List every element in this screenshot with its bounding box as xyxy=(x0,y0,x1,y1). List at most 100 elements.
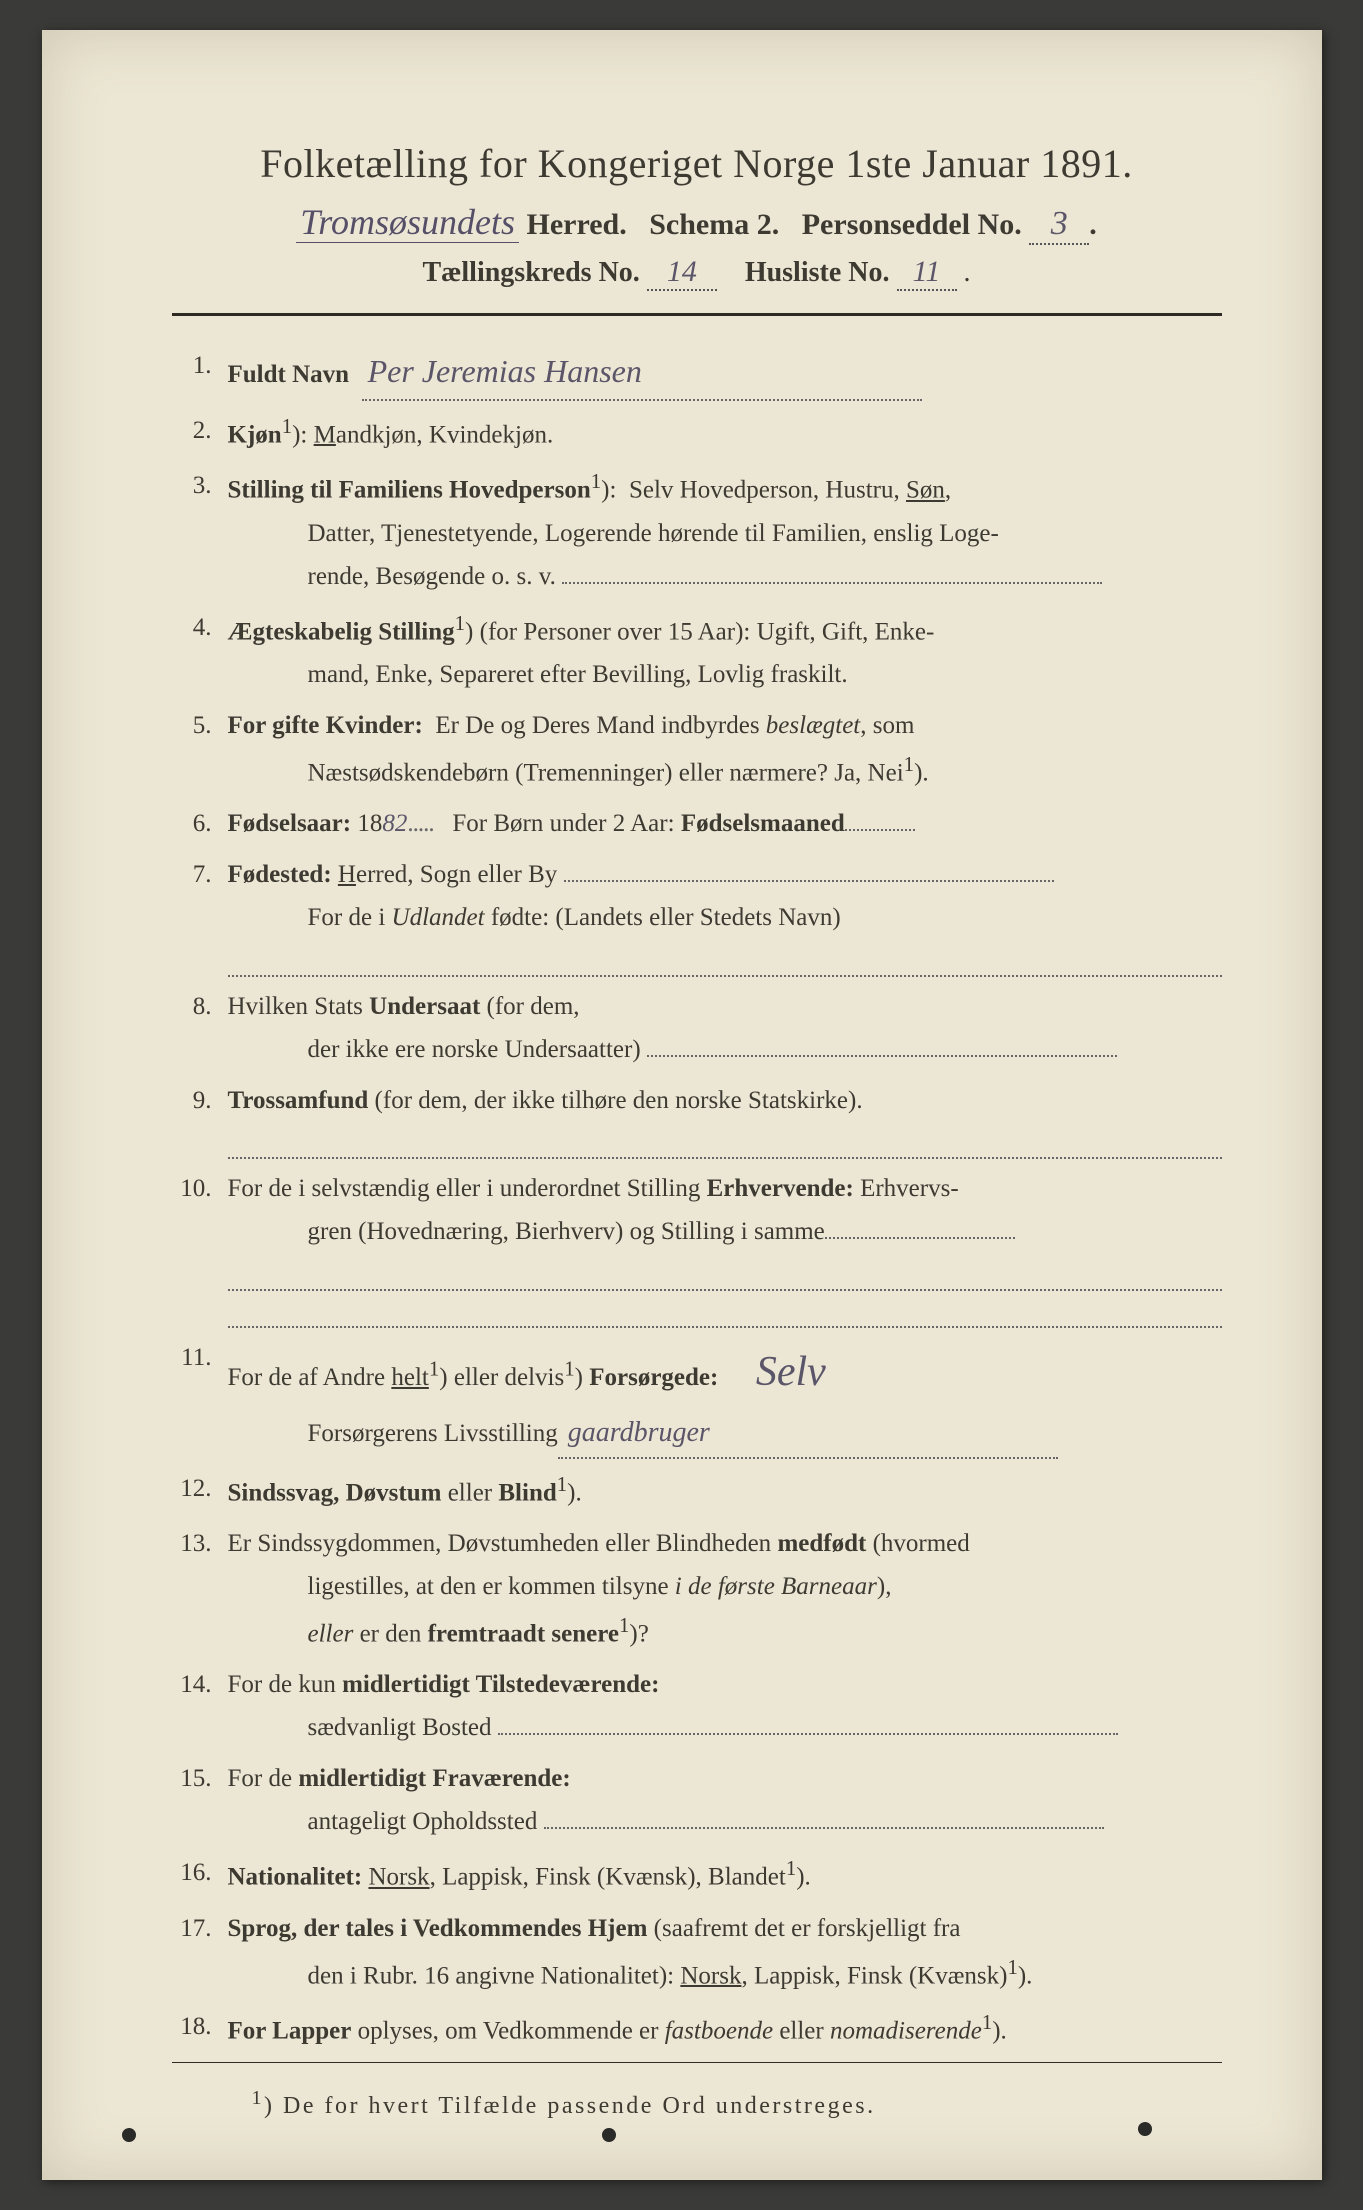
entry-body: Er Sindssygdommen, Døvstumheden eller Bl… xyxy=(228,1522,1222,1655)
norsk-underlined: Norsk xyxy=(680,1962,741,1989)
text: oplyses, om Vedkommende er xyxy=(351,2017,664,2044)
text: eller xyxy=(773,2017,830,2044)
sup: 1 xyxy=(564,1357,574,1381)
sup: 1 xyxy=(904,752,914,776)
text: rende, Besøgende o. s. v. xyxy=(308,563,556,590)
footnote-divider xyxy=(172,2062,1222,2063)
dotted-fill xyxy=(845,829,915,831)
entry-num: 16. xyxy=(172,1851,228,1898)
entry-body: Hvilken Stats Undersaat (for dem, der ik… xyxy=(228,985,1222,1071)
entry-2: 2. Kjøn1): Mandkjøn, Kvindekjøn. xyxy=(172,409,1222,456)
kjon-options: andkjøn, Kvindekjøn. xyxy=(336,421,553,448)
italic-text: beslægtet xyxy=(766,712,860,739)
husliste-label: Husliste No. xyxy=(745,257,890,288)
text: (saafremt det er forskjelligt fra xyxy=(647,1915,960,1942)
text: eller er den fremtraadt senere1)? xyxy=(228,1608,1222,1655)
entry-num: 11. xyxy=(172,1336,228,1458)
entry-body: Ægteskabelig Stilling1) (for Personer ov… xyxy=(228,606,1222,696)
entry-body: For de kun midlertidigt Tilstedeværende:… xyxy=(228,1663,1222,1749)
entry-num: 8. xyxy=(172,985,228,1071)
italic-text: fastboende xyxy=(665,2017,773,2044)
entry-body: Fødested: Herred, Sogn eller By For de i… xyxy=(228,853,1222,977)
entry-body: Stilling til Familiens Hovedperson1): Se… xyxy=(228,464,1222,597)
personseddel-label: Personseddel No. xyxy=(802,208,1022,241)
text: sædvanligt Bosted xyxy=(228,1706,1222,1749)
entry-num: 12. xyxy=(172,1467,228,1514)
header-line2: Tromsøsundets Herred. Schema 2. Personse… xyxy=(172,201,1222,245)
herred-underlined: H xyxy=(338,861,356,888)
text: For de i selvstændig eller i underordnet… xyxy=(228,1175,707,1202)
entry-num: 13. xyxy=(172,1522,228,1655)
text: Næstsødskendebørn (Tremenninger) eller n… xyxy=(308,759,904,786)
text: Hvilken Stats xyxy=(228,993,370,1020)
selv-handwritten: Selv xyxy=(756,1349,826,1395)
text: antageligt Opholdssted xyxy=(228,1800,1222,1843)
text: Næstsødskendebørn (Tremenninger) eller n… xyxy=(228,747,1222,794)
entry-body: For Lapper oplyses, om Vedkommende er fa… xyxy=(228,2005,1222,2052)
title-divider xyxy=(172,313,1222,316)
label-tilstedevaerende: midlertidigt Tilstedeværende: xyxy=(342,1671,659,1698)
entry-num: 3. xyxy=(172,464,228,597)
text: den i Rubr. 16 angivne Nationalitet): No… xyxy=(228,1950,1222,1997)
text: Forsørgerens Livsstillinggaardbruger xyxy=(228,1409,1222,1459)
label-blind: Blind xyxy=(498,1479,556,1506)
sup: 1 xyxy=(591,469,601,493)
form-entries: 1. Fuldt Navn Per Jeremias Hansen 2. Kjø… xyxy=(172,344,1222,2052)
text: er den xyxy=(353,1620,427,1647)
header-block: Folketælling for Kongeriget Norge 1ste J… xyxy=(172,140,1222,291)
entry-num: 10. xyxy=(172,1167,228,1328)
text: der ikke ere norske Undersaatter) xyxy=(308,1036,641,1063)
dotted-fill xyxy=(498,1733,1118,1735)
entry-12: 12. Sindssvag, Døvstum eller Blind1). xyxy=(172,1467,1222,1514)
mandkjon-underlined: M xyxy=(314,421,336,448)
sup: 1 xyxy=(252,2087,265,2109)
sup: 1 xyxy=(429,1357,439,1381)
dotted-fill xyxy=(825,1237,1015,1239)
entry-13: 13. Er Sindssygdommen, Døvstumheden elle… xyxy=(172,1522,1222,1655)
entry-body: For de midlertidigt Fraværende: antageli… xyxy=(228,1757,1222,1843)
label-medfodt: medfødt xyxy=(777,1530,866,1557)
year-prefix: 18 xyxy=(357,810,382,837)
text: For de i xyxy=(308,904,392,931)
text: ), xyxy=(877,1573,892,1600)
dotted-fill xyxy=(228,1253,1222,1291)
name-value: Per Jeremias Hansen xyxy=(362,344,922,401)
label-kjon: Kjøn xyxy=(228,421,282,448)
entry-10: 10. For de i selvstændig eller i underor… xyxy=(172,1167,1222,1328)
text: Er De og Deres Mand indbyrdes xyxy=(435,712,765,739)
sup: 1 xyxy=(282,414,292,438)
census-form-page: Folketælling for Kongeriget Norge 1ste J… xyxy=(42,30,1322,2180)
text: erred, Sogn eller By xyxy=(356,861,557,888)
dotted-fill xyxy=(228,1122,1222,1160)
herred-handwritten: Tromsøsundets xyxy=(296,202,519,243)
text: , Lappisk, Finsk (Kvænsk) xyxy=(741,1962,1007,1989)
label-nationalitet: Nationalitet: xyxy=(228,1864,363,1891)
text: (for dem, xyxy=(480,993,579,1020)
text: For de kun xyxy=(228,1671,343,1698)
dots: ..... xyxy=(407,810,433,837)
text: For de af Andre xyxy=(228,1364,392,1391)
helt-underlined: helt xyxy=(391,1364,429,1391)
entry-num: 1. xyxy=(172,344,228,401)
header-line3: Tællingskreds No. 14 Husliste No. 11 . xyxy=(172,255,1222,291)
dotted-fill: gaardbruger xyxy=(558,1409,1058,1459)
entry-num: 17. xyxy=(172,1907,228,1997)
main-title: Folketælling for Kongeriget Norge 1ste J… xyxy=(172,140,1222,187)
entry-body: Trossamfund (for dem, der ikke tilhøre d… xyxy=(228,1079,1222,1160)
entry-body: Sindssvag, Døvstum eller Blind1). xyxy=(228,1467,1222,1514)
sup: 1 xyxy=(786,1856,796,1880)
entry-18: 18. For Lapper oplyses, om Vedkommende e… xyxy=(172,2005,1222,2052)
label-fodselsmaaned: Fødselsmaaned xyxy=(681,810,845,837)
text: sædvanligt Bosted xyxy=(308,1714,492,1741)
entry-num: 7. xyxy=(172,853,228,977)
entry-17: 17. Sprog, der tales i Vedkommendes Hjem… xyxy=(172,1907,1222,1997)
label-aegteskab: Ægteskabelig Stilling xyxy=(228,618,455,645)
text: rende, Besøgende o. s. v. xyxy=(228,555,1222,598)
kreds-label: Tællingskreds No. xyxy=(422,257,639,288)
text: eller xyxy=(441,1479,498,1506)
footnote: 1) De for hvert Tilfælde passende Ord un… xyxy=(172,2087,1222,2120)
sup: 1 xyxy=(557,1472,567,1496)
punch-hole-icon xyxy=(122,2128,136,2142)
personseddel-no: 3 xyxy=(1029,205,1089,245)
text: Erhvervs- xyxy=(854,1175,959,1202)
